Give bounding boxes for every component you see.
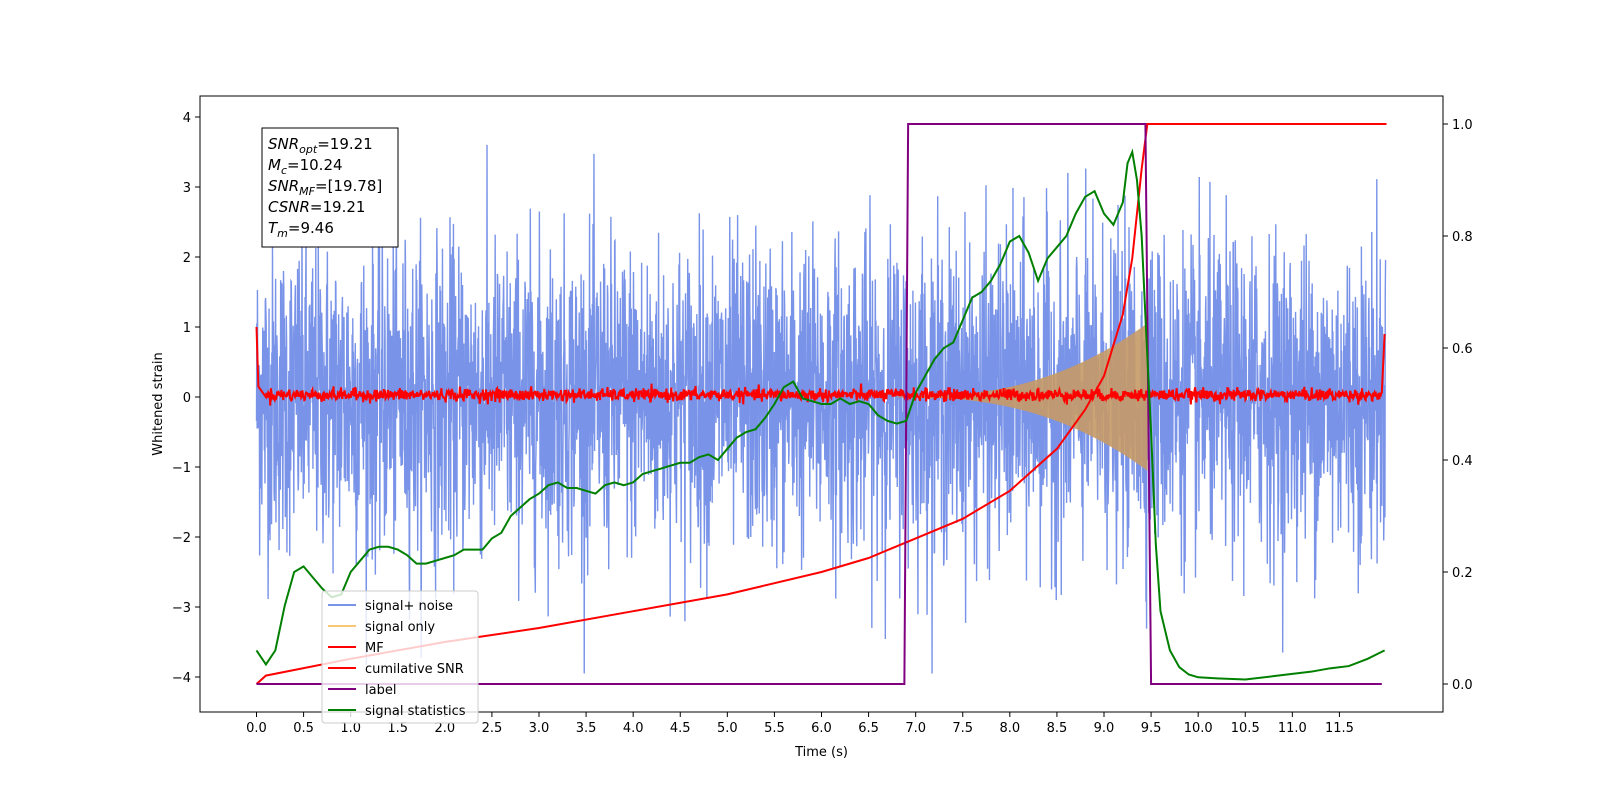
annotation-subscript: MF — [299, 185, 315, 198]
legend-label: signal statistics — [365, 704, 466, 719]
x-tick-label: 4.5 — [670, 721, 691, 736]
annotation-frame — [261, 127, 399, 248]
annotation-symbol: CSNR — [268, 198, 310, 216]
legend-label: signal+ noise — [365, 599, 453, 614]
annotation-subscript: m — [277, 227, 288, 240]
x-tick-label: 8.5 — [1047, 721, 1068, 736]
annotation-symbol: SNR — [268, 135, 299, 153]
annotation-value: =19.21 — [317, 135, 373, 153]
annotation-box: SNRopt=19.21Mc=10.24SNRMF=[19.78]CSNR=19… — [261, 127, 399, 248]
x-tick-label: 10.5 — [1231, 721, 1260, 736]
x-tick-label: 9.5 — [1141, 721, 1162, 736]
y2-tick-label: 0.8 — [1452, 230, 1473, 245]
y-axis-title: Whitened strain — [151, 352, 166, 455]
y2-tick-label: 1.0 — [1452, 118, 1473, 133]
y-tick-label: 3 — [183, 181, 191, 196]
x-tick-label: 5.5 — [764, 721, 785, 736]
y2-tick-label: 0.4 — [1452, 454, 1473, 469]
annotation-subscript: opt — [299, 143, 318, 156]
x-tick-label: 11.5 — [1325, 721, 1354, 736]
annotation-subscript: c — [281, 164, 287, 177]
x-tick-label: 9.0 — [1094, 721, 1115, 736]
annotation-line: Mc=10.24 — [268, 156, 343, 177]
x-tick-label: 3.5 — [576, 721, 597, 736]
y2-tick-label: 0.2 — [1452, 566, 1473, 581]
x-tick-label: 7.0 — [905, 721, 926, 736]
annotation-symbol: SNR — [268, 177, 299, 195]
legend-frame — [321, 590, 479, 724]
x-tick-label: 5.0 — [717, 721, 738, 736]
annotation-value: =10.24 — [287, 156, 343, 174]
legend: signal+ noise signal only MF cumilative SNR… — [321, 590, 479, 724]
y-tick-label: −3 — [172, 601, 191, 616]
y2-tick-label: 0.6 — [1452, 342, 1473, 357]
legend-label: cumilative SNR — [365, 662, 464, 677]
series-signal-statistics — [255, 148, 1386, 681]
axes: 0.0 0.5 1.0 1.5 2.0 2.5 3.0 3.5 4.0 4.5 5.0 5.5 6.0 6… — [151, 95, 1473, 760]
y-tick-label: −1 — [172, 461, 191, 476]
x-tick-label: 4.0 — [623, 721, 644, 736]
series-mf — [255, 326, 1386, 406]
annotation-value: =9.46 — [288, 219, 334, 237]
y-tick-label: −4 — [172, 671, 191, 686]
x-tick-label: 3.0 — [529, 721, 550, 736]
x-tick-label: 0.0 — [246, 721, 267, 736]
annotation-line: SNRMF=[19.78] — [268, 177, 382, 198]
x-axis-title: Time (s) — [794, 745, 848, 760]
y-tick-label: 2 — [183, 251, 191, 266]
annotation-symbol: M — [268, 156, 281, 174]
legend-label: label — [365, 683, 396, 698]
annotation-line: Tm=9.46 — [268, 219, 334, 240]
x-tick-label: 1.0 — [340, 721, 361, 736]
annotation-value: =[19.78] — [315, 177, 382, 195]
x-tick-label: 1.5 — [387, 721, 408, 736]
annotation-value: =19.21 — [310, 198, 366, 216]
x-tick-label: 11.0 — [1278, 721, 1307, 736]
y-tick-label: 0 — [183, 391, 191, 406]
series-label — [256, 123, 1382, 685]
x-tick-label: 8.0 — [999, 721, 1020, 736]
legend-label: MF — [365, 641, 384, 656]
x-tick-label: 2.0 — [434, 721, 455, 736]
x-tick-label: 10.0 — [1184, 721, 1213, 736]
y-tick-label: −2 — [172, 531, 191, 546]
x-tick-label: 6.0 — [811, 721, 832, 736]
x-tick-label: 0.5 — [293, 721, 314, 736]
annotation-symbol: T — [268, 219, 279, 237]
annotation-line: CSNR=19.21 — [268, 198, 365, 216]
y-tick-label: 4 — [183, 111, 191, 126]
x-tick-label: 7.5 — [952, 721, 973, 736]
x-tick-label: 6.5 — [858, 721, 879, 736]
legend-label: signal only — [365, 620, 435, 635]
annotation-line: SNRopt=19.21 — [268, 135, 373, 156]
y2-tick-label: 0.0 — [1452, 678, 1473, 693]
y-tick-label: 1 — [183, 321, 191, 336]
x-tick-label: 2.5 — [482, 721, 503, 736]
series-signal-noise — [255, 144, 1387, 674]
